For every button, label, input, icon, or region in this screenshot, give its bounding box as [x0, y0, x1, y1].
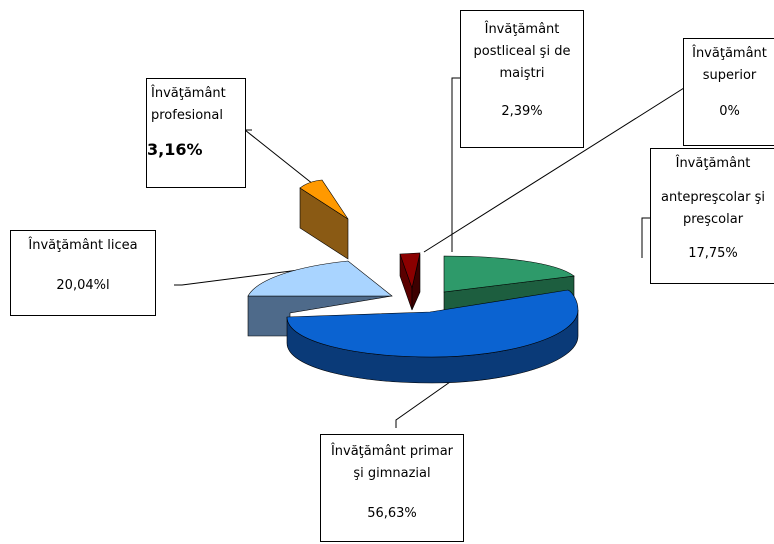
leader-line-prescolar	[641, 217, 650, 258]
slice-profesional	[299, 179, 349, 260]
label-primar-value: 56,63%	[367, 506, 417, 521]
label-prescolar-title-1: Învăţământ	[675, 156, 751, 171]
label-primar-title-1: Învăţământ primar	[330, 444, 454, 459]
label-profesional-value: 3,16%	[147, 140, 203, 159]
label-licea-value: 20,04%l	[56, 278, 110, 293]
slice-prescolar-top	[443, 255, 575, 293]
label-profesional-title-1: Învăţământ	[151, 86, 226, 101]
label-postliceal-title-2: postliceal şi de	[473, 44, 571, 59]
label-licea-title: Învăţământ licea	[28, 238, 138, 253]
label-superior-title-1: Învăţământ	[692, 46, 767, 61]
label-superior: Învăţământ superior 0%	[683, 38, 774, 146]
label-postliceal: Învăţământ postliceal şi de maiştri 2,39…	[460, 10, 584, 148]
leader-line-profesional	[243, 129, 319, 189]
label-postliceal-value: 2,39%	[501, 104, 543, 119]
label-superior-value: 0%	[719, 104, 740, 119]
slice-primar	[286, 289, 579, 384]
label-postliceal-title-1: Învăţământ	[484, 22, 560, 37]
slice-postliceal-top	[399, 252, 421, 290]
slice-profesional-top	[299, 179, 349, 220]
label-licea: Învăţământ licea 20,04%l	[10, 230, 156, 316]
label-prescolar-title-2: antepreşcolar şi	[661, 190, 765, 205]
label-primar: Învăţământ primar şi gimnazial 56,63%	[320, 434, 464, 542]
slice-primar-top	[286, 289, 579, 358]
label-postliceal-title-3: maiştri	[499, 66, 545, 81]
label-prescolar-title-3: preşcolar	[682, 212, 744, 227]
slice-licea-top	[247, 260, 393, 297]
leader-line-postliceal	[451, 77, 460, 252]
label-prescolar: Învăţământ antepreşcolar şi preşcolar 17…	[650, 148, 774, 284]
label-primar-title-2: şi gimnazial	[353, 466, 431, 481]
leader-line-primar	[395, 381, 451, 428]
label-superior-title-2: superior	[702, 68, 757, 83]
label-prescolar-value: 17,75%	[688, 246, 738, 261]
label-profesional-title-2: profesional	[151, 108, 223, 123]
slice-licea	[247, 260, 393, 337]
label-profesional: Învăţământ profesional 3,16%	[146, 78, 246, 188]
slice-postliceal	[399, 252, 421, 311]
